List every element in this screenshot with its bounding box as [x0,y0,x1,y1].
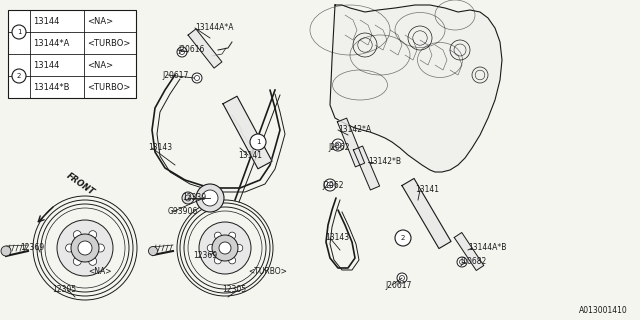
Text: 13144A*A: 13144A*A [195,23,234,33]
Text: <NA>: <NA> [87,17,113,26]
Circle shape [12,25,26,39]
Circle shape [457,257,467,267]
Circle shape [212,235,238,261]
Text: 13144: 13144 [33,17,60,26]
Polygon shape [330,5,502,172]
Circle shape [196,184,224,212]
Text: 13143: 13143 [148,143,172,153]
Text: 13144*B: 13144*B [33,83,70,92]
Text: G93906: G93906 [168,207,198,217]
Polygon shape [337,118,365,167]
Circle shape [214,257,221,264]
Polygon shape [402,179,451,249]
Text: FRONT: FRONT [65,171,97,197]
Circle shape [71,234,99,262]
Circle shape [89,257,97,265]
Circle shape [397,273,407,283]
Circle shape [78,241,92,255]
Circle shape [324,179,336,191]
Text: J2062: J2062 [328,143,349,153]
Circle shape [97,244,104,252]
Circle shape [202,190,218,206]
Text: J20616: J20616 [178,45,204,54]
Text: 13142*A: 13142*A [338,125,371,134]
Text: 13143: 13143 [325,234,349,243]
Text: 13144A*B: 13144A*B [468,244,506,252]
Text: <TURBO>: <TURBO> [87,38,131,47]
Circle shape [12,69,26,83]
Circle shape [74,257,81,265]
Circle shape [89,231,97,239]
Circle shape [177,47,187,57]
Text: <NA>: <NA> [87,60,113,69]
Circle shape [182,192,194,204]
Circle shape [228,257,236,264]
Text: 12369: 12369 [20,244,44,252]
Polygon shape [454,233,484,270]
Text: 12369: 12369 [193,251,217,260]
Text: 13144: 13144 [33,60,60,69]
Text: J20617: J20617 [162,70,188,79]
Circle shape [148,246,157,255]
Text: 2: 2 [401,235,405,241]
Text: J20617: J20617 [385,281,412,290]
Text: J10682: J10682 [460,258,486,267]
Circle shape [65,244,74,252]
Circle shape [214,232,221,239]
Text: 13144*A: 13144*A [33,38,69,47]
Text: 13142*B: 13142*B [368,157,401,166]
Text: 1: 1 [256,139,260,145]
Circle shape [207,244,214,252]
Circle shape [219,242,231,254]
Text: <TURBO>: <TURBO> [87,83,131,92]
Circle shape [1,246,11,256]
Circle shape [332,139,344,151]
Text: 12305: 12305 [52,285,76,294]
Text: 2: 2 [17,73,21,79]
Text: 13141: 13141 [238,150,262,159]
Circle shape [228,232,236,239]
Text: 1: 1 [17,29,21,35]
Text: 12305: 12305 [222,285,246,294]
Text: 12339: 12339 [182,194,206,203]
Circle shape [236,244,243,252]
Circle shape [57,220,113,276]
Polygon shape [188,29,222,68]
Text: 13141: 13141 [415,186,439,195]
Circle shape [395,230,411,246]
Text: J2062: J2062 [322,180,344,189]
Circle shape [250,134,266,150]
Polygon shape [223,96,272,169]
Circle shape [74,231,81,239]
Bar [8,10,136,98]
Polygon shape [353,146,380,190]
Text: <NA>: <NA> [88,268,111,276]
Circle shape [192,73,202,83]
Text: A013001410: A013001410 [579,306,628,315]
Text: <TURBO>: <TURBO> [248,268,287,276]
Circle shape [199,222,251,274]
